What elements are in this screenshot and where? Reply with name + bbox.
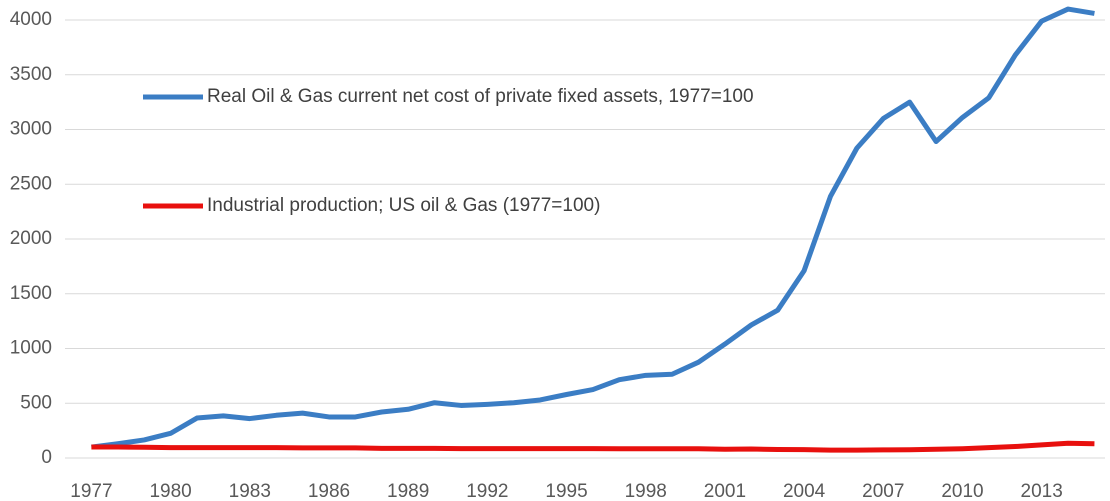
y-tick-label: 1500 [10,283,52,304]
x-tick-label: 2010 [941,481,983,501]
x-tick-label: 2007 [862,481,904,501]
y-tick-label: 3000 [10,119,52,140]
x-tick-label: 1995 [545,481,587,501]
series-line [91,440,1095,453]
x-tick-label: 1998 [625,481,667,501]
x-tick-label: 2001 [704,481,746,501]
x-tick-label: 1992 [466,481,508,501]
y-tick-label: 2000 [10,228,52,249]
y-tick-label: 0 [41,447,52,468]
y-tick-label: 1000 [10,338,52,359]
y-tick-label: 4000 [10,9,52,30]
y-tick-label: 2500 [10,173,52,194]
x-tick-label: 1986 [308,481,350,501]
x-tick-label: 1983 [229,481,271,501]
x-tick-label: 1980 [149,481,191,501]
x-tick-label: 1977 [70,481,112,501]
legend-label: Real Oil & Gas current net cost of priva… [207,86,754,107]
x-tick-label: 2004 [783,481,826,501]
y-tick-label: 500 [20,392,52,413]
series-line [91,6,1095,450]
x-tick-label: 2013 [1021,481,1063,501]
legend-label: Industrial production; US oil & Gas (197… [207,195,601,216]
y-tick-label: 3500 [10,64,52,85]
x-tick-label: 1989 [387,481,429,501]
